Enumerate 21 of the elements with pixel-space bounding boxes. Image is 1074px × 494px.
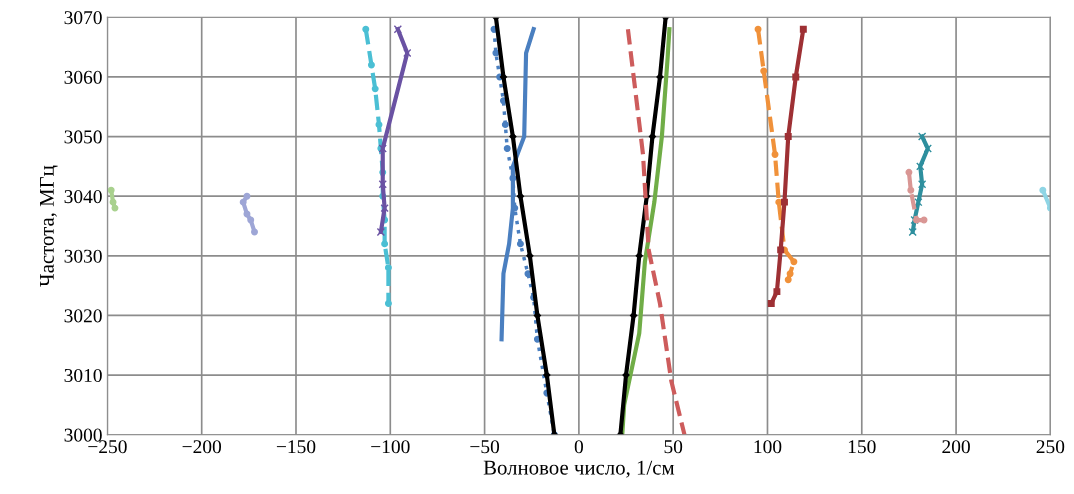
- y-tick-label: 3020: [64, 309, 102, 323]
- x-tick-label: −100: [371, 440, 410, 454]
- y-tick-label: 3070: [64, 11, 102, 25]
- x-tick-label: −150: [276, 440, 316, 454]
- y-tick-label: 3060: [64, 70, 102, 84]
- x-tick-label: 200: [942, 440, 970, 454]
- y-tick-label: 3010: [64, 368, 102, 383]
- x-tick-label: 250: [1036, 440, 1065, 454]
- x-tick-label: −250: [88, 440, 127, 454]
- x-tick-label: −50: [470, 440, 500, 454]
- y-tick-label: 3030: [64, 249, 102, 263]
- x-tick-label: 50: [664, 440, 683, 454]
- x-tick-label: −200: [182, 440, 222, 454]
- y-axis-title: Частота, МГц: [40, 165, 58, 287]
- y-tick-label: 3040: [64, 190, 102, 204]
- x-tick-label: 100: [754, 440, 782, 454]
- y-tick-label: 3050: [64, 130, 102, 144]
- x-tick-label: 150: [848, 440, 876, 454]
- x-tick-label: 0: [574, 440, 584, 454]
- x-axis-title: Волновое число, 1/см: [483, 460, 675, 478]
- y-tick-label: 3000: [64, 428, 102, 442]
